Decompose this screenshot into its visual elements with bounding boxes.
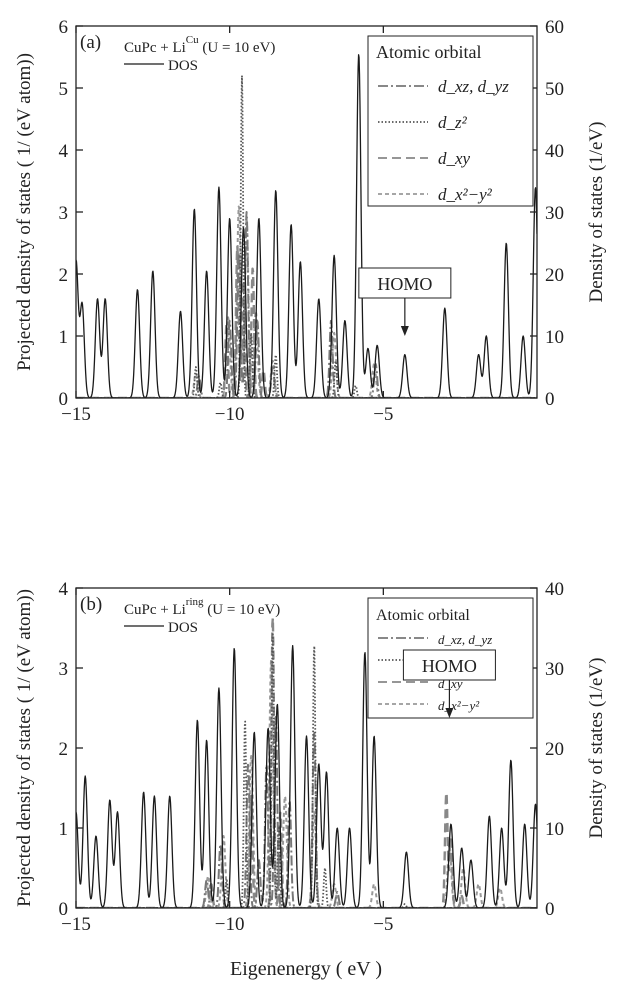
y-tick-label-left: 1 <box>59 327 69 348</box>
system-text: CuPc + Li <box>124 40 186 56</box>
x-tick-label: −10 <box>215 404 245 425</box>
series-dx2y2-line <box>76 205 537 398</box>
homo-label: HOMO <box>377 274 432 294</box>
panel-label: (a) <box>80 32 101 53</box>
series-dos-line <box>76 644 537 908</box>
y-tick-label-right: 0 <box>545 389 555 410</box>
x-axis-label: Eigenenergy ( eV ) <box>230 958 382 980</box>
homo-box <box>358 267 452 299</box>
x-tick-label: −15 <box>61 914 91 935</box>
series-dos-line <box>76 54 537 398</box>
y-tick-label-left: 6 <box>59 17 69 38</box>
y-tick-label-right: 10 <box>545 819 564 840</box>
y-tick-label-left: 4 <box>59 579 69 600</box>
legend-dos-label: DOS <box>168 58 198 74</box>
y-tick-label-right: 30 <box>545 659 564 680</box>
system-label: CuPc + Liring (U = 10 eV) <box>124 596 280 618</box>
y-tick-label-right: 50 <box>545 79 564 100</box>
y-axis-label-left: Projected density of states ( 1/ (eV ato… <box>14 53 35 371</box>
x-tick-label: −15 <box>61 404 91 425</box>
u-value-text: (U = 10 eV) <box>204 602 281 618</box>
y-tick-label-right: 40 <box>545 579 564 600</box>
y-tick-label-left: 2 <box>59 739 69 760</box>
y-axis-label-right: Density of states (1/eV) <box>586 658 607 839</box>
legend-title: Atomic orbital <box>376 607 470 624</box>
y-tick-label-left: 0 <box>59 389 69 410</box>
legend-title: Atomic orbital <box>376 42 481 62</box>
legend-label-dx2y2: d_x²−y² <box>438 698 480 713</box>
system-label: CuPc + LiCu (U = 10 eV) <box>124 34 275 56</box>
legend-label-dxy: d_xy <box>438 149 471 168</box>
y-tick-label-right: 60 <box>545 17 564 38</box>
y-tick-label-left: 4 <box>59 141 69 162</box>
plot-area <box>76 54 537 398</box>
y-tick-label-right: 20 <box>545 739 564 760</box>
y-tick-label-left: 0 <box>59 899 69 920</box>
y-tick-label-right: 10 <box>545 327 564 348</box>
legend-dos-label: DOS <box>168 620 198 636</box>
series-dxy-line <box>76 616 537 908</box>
x-tick-label: −5 <box>373 404 393 425</box>
legend-box <box>367 35 534 207</box>
series-dxz-dyz-line <box>76 211 537 398</box>
legend-label-dxz: d_xz, d_yz <box>438 77 509 96</box>
x-tick-label: −5 <box>373 914 393 935</box>
legend-label-dz2: d_z² <box>438 113 468 132</box>
panel-label: (b) <box>80 594 102 615</box>
y-axis-label-right: Density of states (1/eV) <box>586 122 607 303</box>
y-tick-label-right: 20 <box>545 265 564 286</box>
homo-label: HOMO <box>422 656 477 676</box>
series-dxy-line <box>76 244 537 398</box>
system-superscript: Cu <box>186 34 199 46</box>
y-tick-label-left: 5 <box>59 79 69 100</box>
y-tick-label-right: 40 <box>545 141 564 162</box>
y-tick-label-right: 30 <box>545 203 564 224</box>
y-axis-label-left: Projected density of states ( 1/ (eV ato… <box>14 589 35 907</box>
y-tick-label-right: 0 <box>545 899 555 920</box>
u-value-text: (U = 10 eV) <box>199 40 276 56</box>
legend-label-dxz: d_xz, d_yz <box>438 632 492 647</box>
y-tick-label-left: 1 <box>59 819 69 840</box>
y-tick-label-left: 3 <box>59 203 69 224</box>
homo-arrow-head <box>400 326 409 336</box>
x-tick-label: −10 <box>215 914 245 935</box>
y-tick-label-left: 3 <box>59 659 69 680</box>
system-text: CuPc + Li <box>124 602 186 618</box>
system-superscript: ring <box>186 596 204 608</box>
homo-box <box>402 649 496 681</box>
y-tick-label-left: 2 <box>59 265 69 286</box>
legend-label-dx2y2: d_x²−y² <box>438 185 493 204</box>
homo-arrow-head <box>445 708 454 718</box>
